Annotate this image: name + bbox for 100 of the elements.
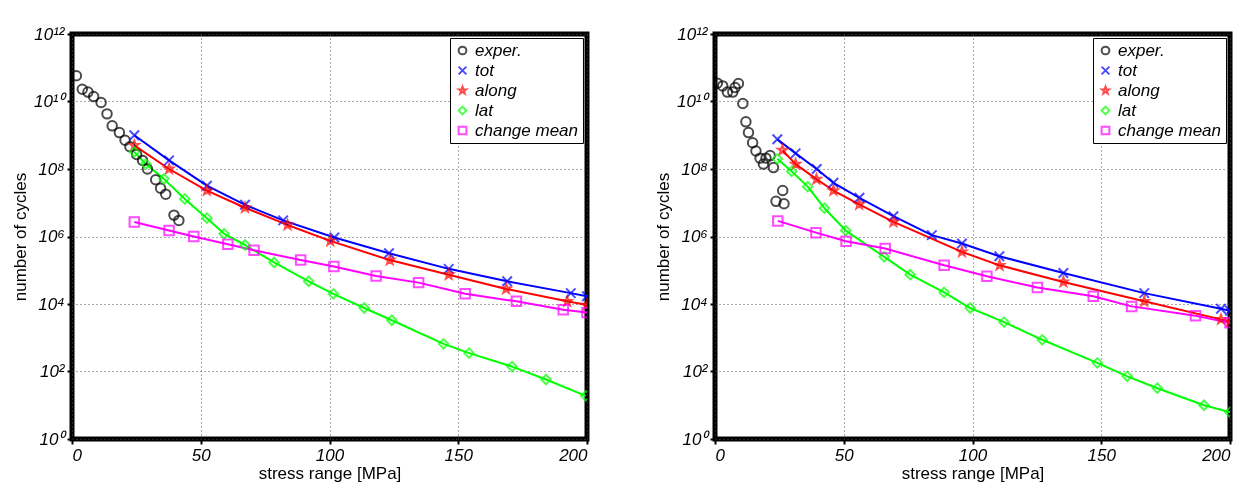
y-tick-label: 10⁰ [39, 429, 68, 449]
point [737, 97, 749, 110]
point [159, 188, 172, 200]
point [878, 251, 890, 263]
point [1198, 399, 1210, 411]
legend-label: change mean [475, 120, 579, 140]
point [82, 86, 94, 98]
point [124, 140, 136, 153]
point [778, 198, 790, 210]
point [163, 224, 175, 237]
y-tick-label: 10² [682, 362, 709, 381]
point [1138, 287, 1150, 299]
point [1091, 357, 1104, 369]
point [188, 230, 200, 243]
point [887, 210, 900, 222]
point [76, 83, 89, 96]
x-tick-label: 100 [958, 445, 988, 465]
point [201, 179, 213, 192]
x-tick-label: 200 [558, 445, 589, 465]
point [818, 202, 831, 214]
x-tick-label: 200 [1201, 445, 1232, 465]
point [565, 287, 577, 299]
point [540, 373, 552, 386]
point [1215, 313, 1227, 325]
point [154, 182, 167, 194]
x-tick-label: 150 [444, 445, 474, 465]
point [268, 256, 280, 269]
legend-label: exper. [1118, 40, 1165, 60]
point [801, 180, 814, 193]
point [879, 242, 891, 255]
point [742, 126, 755, 139]
point [358, 302, 371, 314]
point [1057, 267, 1070, 279]
x-tick-label: 100 [315, 445, 345, 465]
y-tick-label: 10⁰ [682, 429, 711, 449]
point [964, 302, 976, 314]
legend-label: change mean [1118, 120, 1222, 140]
point [168, 209, 180, 221]
point [101, 108, 113, 120]
point [442, 263, 455, 275]
x-tick-label: 150 [1087, 445, 1117, 465]
point [506, 360, 518, 373]
legend-label: exper. [475, 40, 522, 60]
point [302, 275, 315, 288]
point [993, 250, 1006, 262]
legend-label: along [1118, 80, 1161, 100]
point [87, 90, 100, 103]
point [760, 152, 772, 164]
point [328, 260, 340, 273]
point [128, 129, 141, 141]
point [141, 163, 154, 175]
y-tick-label: 10⁶ [38, 227, 65, 246]
point [750, 145, 762, 157]
point [443, 268, 455, 280]
point [163, 154, 175, 167]
point [746, 137, 759, 149]
point [938, 286, 950, 299]
point [729, 81, 741, 94]
point [764, 149, 776, 162]
point [810, 226, 822, 239]
point [277, 214, 289, 227]
point [938, 259, 950, 272]
point [1125, 300, 1138, 313]
point [981, 270, 993, 283]
point [840, 224, 852, 237]
point [757, 158, 770, 170]
point [218, 228, 230, 240]
point [328, 231, 341, 244]
point [770, 195, 782, 208]
legend-label: lat [475, 100, 495, 120]
point [785, 165, 798, 178]
point [294, 254, 307, 266]
point [1189, 309, 1202, 322]
point [561, 293, 575, 308]
point [853, 192, 866, 204]
point [772, 215, 784, 227]
point [113, 126, 126, 139]
point [754, 152, 766, 164]
legend-label: tot [475, 60, 496, 80]
point [789, 147, 802, 160]
x-tick-label: 50 [834, 445, 855, 465]
point [1121, 370, 1133, 383]
legend-label: tot [1118, 60, 1139, 80]
point [740, 116, 752, 128]
y-tick-label: 10¹⁰ [33, 92, 68, 111]
point [412, 276, 425, 289]
point [1036, 334, 1049, 346]
point [501, 275, 513, 288]
point [437, 338, 450, 350]
point [239, 239, 251, 251]
point [810, 163, 823, 175]
point [106, 120, 118, 132]
point [926, 229, 938, 241]
point [1031, 281, 1044, 294]
point [158, 173, 170, 185]
y-tick-label: 10² [39, 362, 66, 381]
y-tick-label: 10⁴ [681, 294, 708, 314]
point [201, 212, 213, 224]
point [128, 216, 141, 228]
point [179, 193, 191, 205]
